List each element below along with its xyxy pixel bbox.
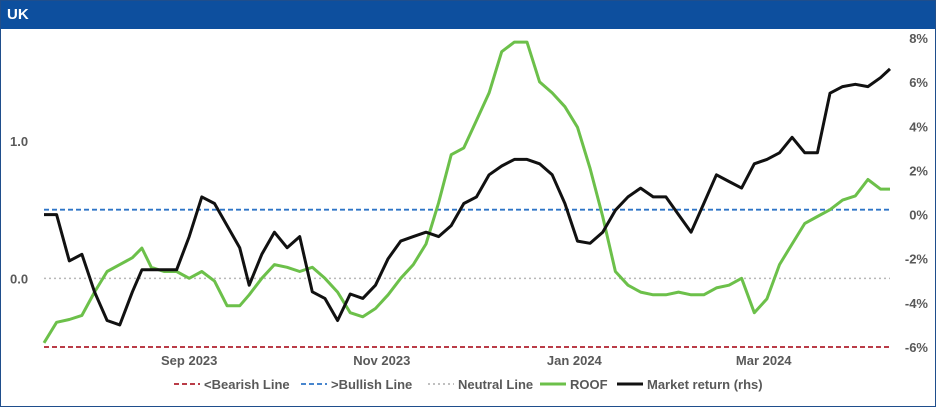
legend-label-bullish-line: >Bullish Line — [331, 377, 412, 392]
right-tick-label: -4% — [905, 296, 929, 311]
legend-label-bearish-line: <Bearish Line — [204, 377, 290, 392]
left-tick-label: 1.0 — [10, 134, 28, 149]
x-tick-label: Sep 2023 — [161, 353, 217, 368]
legend-label-neutral-line: Neutral Line — [458, 377, 533, 392]
x-tick-label: Mar 2024 — [736, 353, 792, 368]
left-tick-label: 0.0 — [10, 271, 28, 286]
right-tick-label: 2% — [909, 163, 928, 178]
right-tick-label: 8% — [909, 31, 928, 46]
roof-series — [42, 40, 890, 344]
right-tick-label: 0% — [909, 208, 928, 223]
right-tick-label: -2% — [905, 252, 929, 267]
right-tick-label: -6% — [905, 340, 929, 355]
right-tick-label: 6% — [909, 75, 928, 90]
legend: <Bearish Line >Bullish Line Neutral Line RO… — [174, 377, 763, 392]
x-axis: Sep 2023 Nov 2023 Jan 2024 Mar 2024 — [161, 353, 792, 368]
title-bar: UK — [1, 1, 935, 29]
right-tick-label: 4% — [909, 119, 928, 134]
chart-title: UK — [7, 6, 29, 23]
right-axis: 8% 6% 4% 2% 0% -2% -4% -6% — [905, 31, 929, 355]
market-return-rhs-series — [44, 67, 892, 327]
left-axis: 1.0 0.0 — [10, 134, 28, 286]
x-tick-label: Nov 2023 — [353, 353, 410, 368]
series-lines — [42, 40, 892, 344]
legend-label-roof: ROOF — [570, 377, 608, 392]
reference-lines — [44, 208, 890, 348]
legend-label-market-return-rhs: Market return (rhs) — [647, 377, 763, 392]
x-tick-label: Jan 2024 — [547, 353, 603, 368]
